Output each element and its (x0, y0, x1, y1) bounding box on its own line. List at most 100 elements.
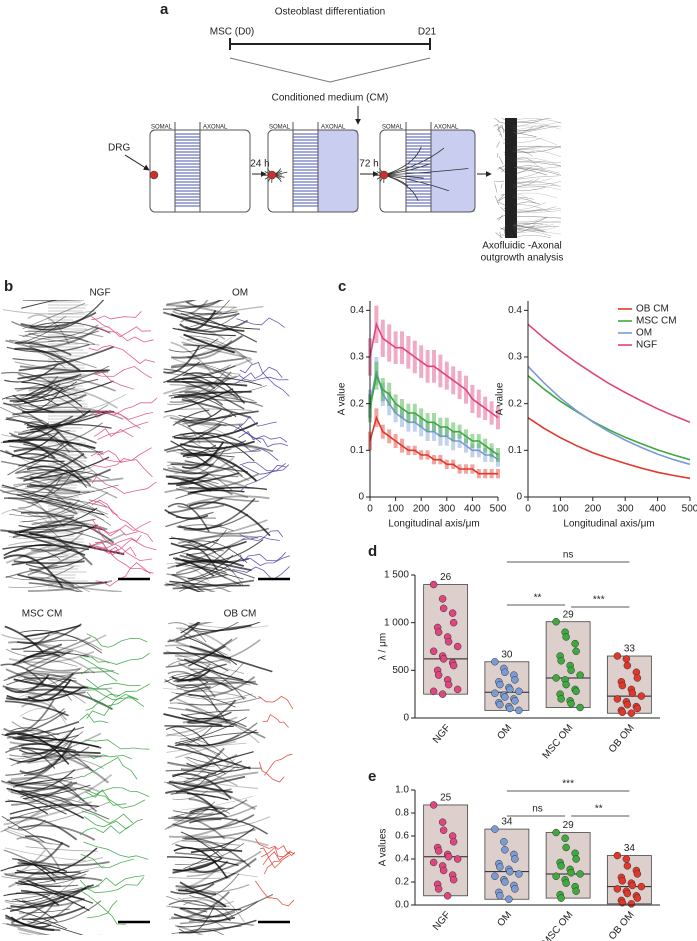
fiber (26, 669, 115, 674)
neurite (383, 168, 469, 176)
fiber (22, 642, 110, 664)
x-tick-label: 400 (464, 504, 481, 515)
fiber (3, 849, 46, 875)
neurite (383, 174, 449, 192)
axon-trace (238, 374, 289, 382)
fiber (184, 828, 256, 840)
axon-trace (241, 535, 280, 541)
data-point (501, 693, 509, 701)
fiber (12, 394, 87, 416)
axon (513, 220, 561, 225)
data-point (627, 709, 636, 717)
data-point (576, 671, 584, 679)
fiber (24, 330, 96, 345)
fiber (21, 898, 83, 907)
data-point (571, 639, 579, 648)
fiber (185, 306, 236, 322)
axon-trace (92, 525, 139, 536)
fiber (164, 644, 231, 663)
fiber (493, 180, 504, 183)
axon-trace (83, 652, 150, 665)
fiber (175, 775, 246, 794)
fiber (16, 381, 78, 403)
axon (513, 225, 559, 228)
legend-label: OB CM (636, 304, 669, 315)
axon-trace (87, 875, 145, 888)
fiber (176, 639, 261, 664)
panel-label: b (4, 278, 13, 295)
fiber (14, 898, 58, 922)
fiber (169, 702, 206, 715)
axon-trace (232, 566, 290, 581)
data-point (633, 674, 642, 682)
fiber (17, 841, 64, 865)
fiber (180, 312, 218, 323)
axon-trace (239, 461, 286, 472)
data-point (506, 704, 514, 713)
fiber (182, 305, 264, 321)
axon-trace (87, 683, 151, 698)
axon (512, 131, 537, 138)
fiber (184, 806, 225, 819)
fiber (17, 927, 101, 935)
fiber (187, 676, 256, 698)
fiber (182, 477, 219, 485)
fiber (497, 194, 505, 202)
data-point (557, 695, 565, 703)
data-point (557, 894, 565, 902)
fiber (8, 530, 86, 556)
fiber (180, 622, 200, 634)
fiber (0, 803, 52, 833)
y-tick-label: 0.2 (508, 398, 522, 409)
fiber (179, 336, 223, 347)
fiber (184, 460, 249, 473)
fiber (176, 662, 244, 692)
fiber (166, 742, 247, 753)
fiber (166, 300, 197, 306)
fiber (167, 461, 233, 492)
data-point (434, 671, 443, 679)
fiber (175, 827, 255, 850)
fiber (175, 725, 213, 746)
fiber (172, 300, 209, 316)
data-point (561, 834, 569, 843)
timeline-start: MSC (D0) (210, 27, 254, 38)
fiber (175, 693, 236, 708)
data-point (628, 689, 637, 697)
fiber (28, 325, 111, 333)
fiber (175, 421, 220, 451)
fiber (502, 142, 511, 144)
fiber (186, 756, 262, 769)
y-axis-label: A values (378, 829, 389, 867)
fiber (20, 787, 91, 798)
fiber (179, 568, 231, 592)
funnel (229, 57, 431, 83)
axon (514, 157, 561, 167)
n-label: 29 (563, 820, 575, 831)
significance-label: *** (562, 779, 574, 790)
fiber (497, 163, 510, 170)
image-title: MSC CM (22, 609, 63, 620)
micrograph (163, 622, 300, 935)
fiber (14, 386, 78, 397)
fiber (28, 582, 83, 592)
data-point (515, 687, 523, 696)
fiber (26, 468, 112, 488)
fiber (180, 831, 223, 860)
fiber (18, 478, 61, 509)
axon-trace (95, 562, 151, 587)
data-point (443, 892, 452, 900)
y-tick-label: 0.6 (395, 831, 409, 842)
fiber (25, 557, 85, 569)
fiber (172, 546, 232, 576)
fiber (18, 932, 34, 935)
fiber (2, 922, 50, 935)
fiber (185, 835, 269, 847)
fiber (189, 694, 228, 724)
axon-trace (81, 810, 134, 824)
axon-trace (93, 365, 152, 379)
fiber (189, 312, 258, 343)
neurite (383, 146, 422, 176)
fiber (28, 576, 83, 592)
axon (516, 121, 561, 130)
